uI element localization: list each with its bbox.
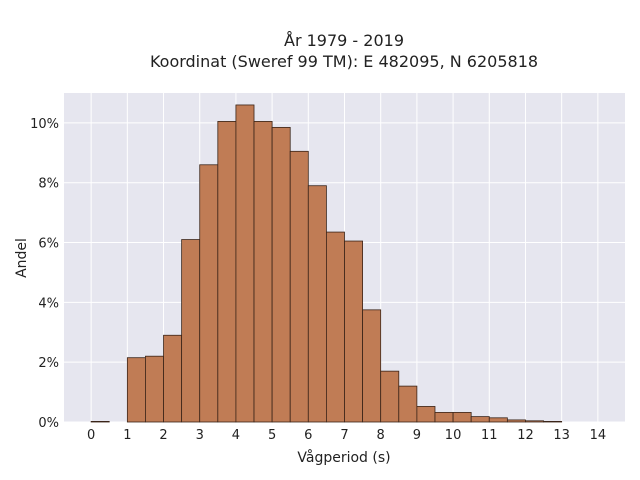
x-tick-label: 4 bbox=[232, 428, 240, 443]
x-tick-label: 13 bbox=[553, 428, 570, 443]
y-tick-labels: 0% 2% 4% 6% 8% 10% bbox=[30, 117, 59, 431]
histogram-bar bbox=[90, 421, 110, 423]
histogram-bar bbox=[307, 185, 327, 423]
x-tick-label: 2 bbox=[159, 428, 167, 443]
y-tick-label: 10% bbox=[30, 117, 59, 132]
x-tick-labels: 0 1 2 3 4 5 6 7 8 9 10 11 12 13 14 bbox=[87, 428, 606, 443]
histogram-bar bbox=[543, 421, 563, 423]
x-axis-label: Vågperiod (s) bbox=[297, 449, 390, 466]
chart-title-line1: År 1979 - 2019 bbox=[284, 31, 404, 50]
x-tick-label: 12 bbox=[517, 428, 534, 443]
x-tick-label: 6 bbox=[304, 428, 312, 443]
histogram-bar bbox=[488, 417, 508, 423]
x-tick-label: 0 bbox=[87, 428, 95, 443]
histogram-bar bbox=[506, 419, 526, 423]
x-tick-label: 14 bbox=[590, 428, 607, 443]
y-tick-label: 6% bbox=[38, 237, 59, 252]
histogram-bar bbox=[416, 406, 436, 423]
histogram-bar bbox=[181, 239, 201, 423]
y-tick-label: 8% bbox=[38, 177, 59, 192]
histogram-bar bbox=[525, 420, 544, 423]
histogram-bar bbox=[217, 121, 237, 423]
histogram-bar bbox=[470, 416, 490, 423]
x-tick-label: 10 bbox=[445, 428, 462, 443]
x-tick-label: 1 bbox=[123, 428, 131, 443]
histogram-bar bbox=[253, 121, 273, 423]
histogram-bar bbox=[163, 334, 183, 423]
histogram-bar bbox=[434, 412, 454, 423]
histogram-bar bbox=[271, 126, 291, 423]
histogram-bar bbox=[452, 412, 472, 423]
histogram-bar bbox=[126, 357, 146, 423]
histogram-bar bbox=[380, 370, 400, 423]
chart-title-line2: Koordinat (Sweref 99 TM): E 482095, N 62… bbox=[150, 52, 538, 71]
histogram-bar bbox=[344, 240, 363, 423]
x-tick-label: 3 bbox=[196, 428, 204, 443]
x-tick-label: 9 bbox=[413, 428, 421, 443]
x-tick-label: 8 bbox=[377, 428, 385, 443]
histogram-bar bbox=[145, 355, 164, 423]
histogram-bar bbox=[362, 309, 382, 423]
histogram-bar bbox=[326, 231, 345, 423]
y-tick-label: 4% bbox=[38, 296, 59, 311]
y-tick-label: 2% bbox=[38, 356, 59, 371]
bars bbox=[90, 104, 563, 423]
x-tick-label: 5 bbox=[268, 428, 276, 443]
x-tick-label: 11 bbox=[481, 428, 498, 443]
y-tick-label: 0% bbox=[38, 416, 59, 431]
histogram-bar bbox=[199, 164, 219, 423]
x-tick-label: 7 bbox=[340, 428, 348, 443]
histogram-bar bbox=[289, 150, 309, 423]
histogram-bar bbox=[398, 385, 418, 423]
histogram-bar bbox=[235, 104, 255, 423]
y-axis-label: Andel bbox=[14, 238, 30, 278]
